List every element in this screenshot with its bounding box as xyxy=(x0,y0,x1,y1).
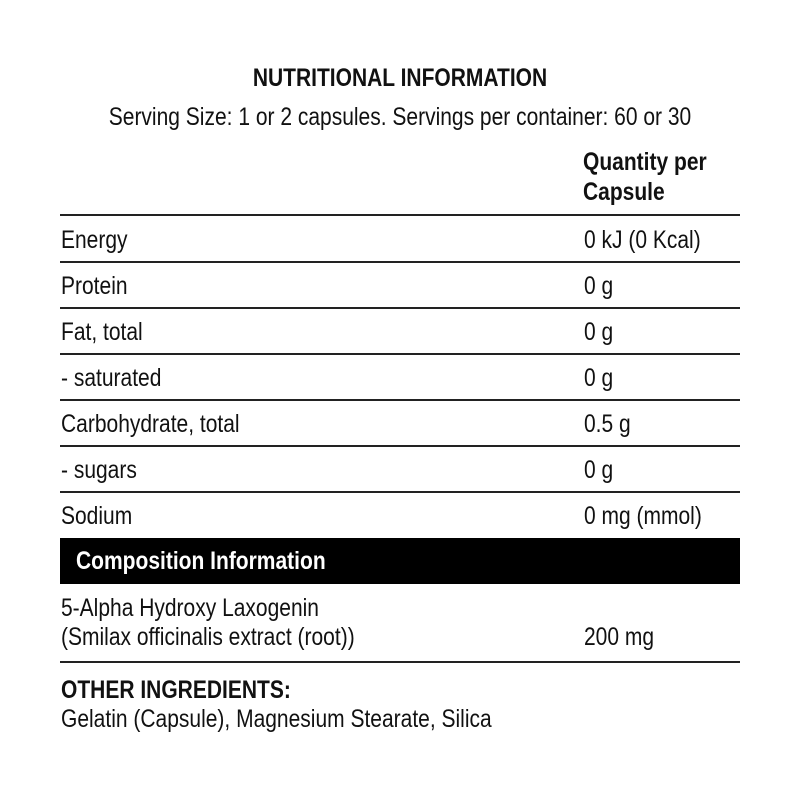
row-value: 0 kJ (0 Kcal) xyxy=(584,226,701,254)
row-value: 0.5 g xyxy=(584,410,631,438)
row-label: - sugars xyxy=(61,456,137,484)
other-ingredients-heading: OTHER INGREDIENTS: xyxy=(61,676,291,704)
row-label: - saturated xyxy=(61,364,162,392)
divider xyxy=(60,491,740,493)
row-label: Carbohydrate, total xyxy=(61,410,240,438)
row-value: 0 mg (mmol) xyxy=(584,502,702,530)
page-title: NUTRITIONAL INFORMATION xyxy=(252,64,548,92)
row-value: 0 g xyxy=(584,456,614,484)
row-value: 0 g xyxy=(584,364,614,392)
row-label: Energy xyxy=(61,226,128,254)
divider xyxy=(60,214,740,216)
divider xyxy=(60,261,740,263)
composition-heading: Composition Information xyxy=(76,547,326,575)
ingredient-name-line1: 5-Alpha Hydroxy Laxogenin xyxy=(61,594,319,622)
row-label: Fat, total xyxy=(61,318,143,346)
column-header-line2: Capsule xyxy=(583,178,665,206)
serving-info: Serving Size: 1 or 2 capsules. Servings … xyxy=(108,103,692,131)
ingredient-name-line2: (Smilax officinalis extract (root)) xyxy=(61,623,355,651)
row-value: 0 g xyxy=(584,272,614,300)
divider xyxy=(60,353,740,355)
divider xyxy=(60,399,740,401)
column-header-line1: Quantity per xyxy=(583,148,707,176)
divider xyxy=(60,661,740,663)
ingredient-value: 200 mg xyxy=(584,623,655,651)
row-label: Sodium xyxy=(61,502,133,530)
other-ingredients-text: Gelatin (Capsule), Magnesium Stearate, S… xyxy=(61,705,492,733)
composition-header-bar: Composition Information xyxy=(60,538,740,584)
row-label: Protein xyxy=(61,272,128,300)
divider xyxy=(60,307,740,309)
row-value: 0 g xyxy=(584,318,614,346)
divider xyxy=(60,445,740,447)
